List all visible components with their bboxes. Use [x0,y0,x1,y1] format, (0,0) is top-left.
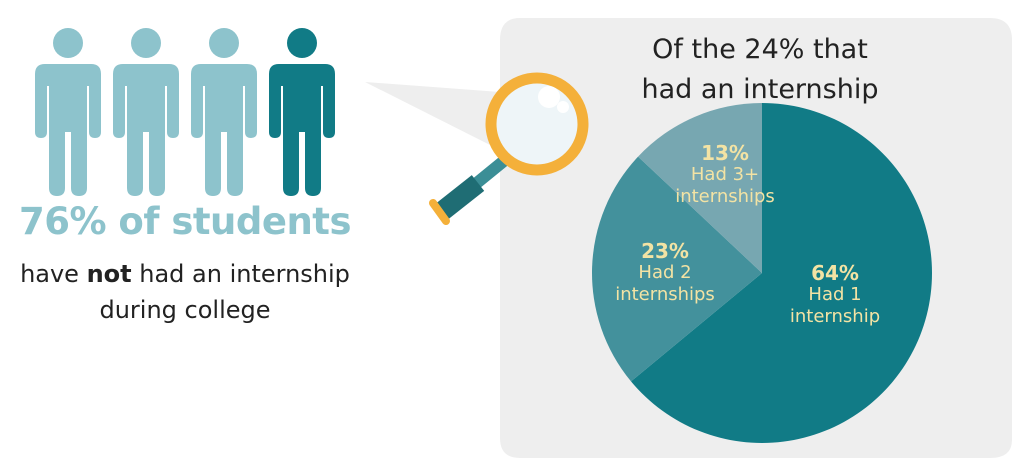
person-icon [35,28,101,196]
slice-label-1: 64% Had 1 internship [789,261,881,327]
people-group [35,28,335,196]
pie-chart [592,103,933,444]
person-icon [113,28,179,196]
headline-subtext: have not had an internship during colleg… [20,260,350,324]
person-icon [269,28,335,196]
emphasis-not: not [86,260,132,288]
pie-slice-had-1 [631,103,933,444]
slice-label-3plus: 13% Had 3+ internships [675,141,775,207]
pie-slice-had-2 [592,156,762,382]
headline: 76% of students [18,200,352,243]
bubble-title: Of the 24% that had an internship [641,34,879,105]
pie-slice-had-3plus [638,103,762,273]
slice-label-2: 23% Had 2 internships [615,239,715,305]
magnifying-glass-icon [429,72,589,225]
person-icon [191,28,257,196]
